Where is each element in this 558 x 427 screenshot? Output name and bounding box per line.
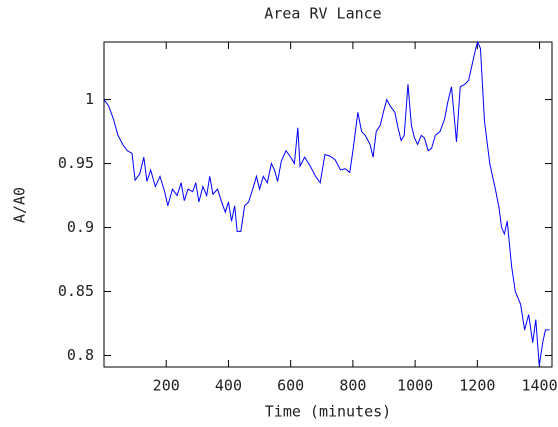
x-tick-label: 400 bbox=[215, 377, 242, 395]
y-tick-label: 0.85 bbox=[58, 282, 94, 300]
x-tick-label: 600 bbox=[277, 377, 304, 395]
x-tick-label: 800 bbox=[339, 377, 366, 395]
chart-title: Area RV Lance bbox=[264, 5, 381, 23]
y-tick-label: 0.95 bbox=[58, 154, 94, 172]
x-tick-label: 1200 bbox=[459, 377, 495, 395]
x-tick-label: 200 bbox=[153, 377, 180, 395]
y-tick-label: 1 bbox=[85, 90, 94, 108]
y-tick-label: 0.9 bbox=[67, 218, 94, 236]
data-line bbox=[103, 40, 550, 366]
x-tick-label: 1400 bbox=[521, 377, 557, 395]
y-axis-label: A/A0 bbox=[11, 187, 29, 223]
y-tick-label: 0.8 bbox=[67, 346, 94, 364]
plot-frame bbox=[103, 41, 553, 368]
x-tick-label: 1000 bbox=[397, 377, 433, 395]
x-axis-label: Time (minutes) bbox=[265, 403, 391, 421]
